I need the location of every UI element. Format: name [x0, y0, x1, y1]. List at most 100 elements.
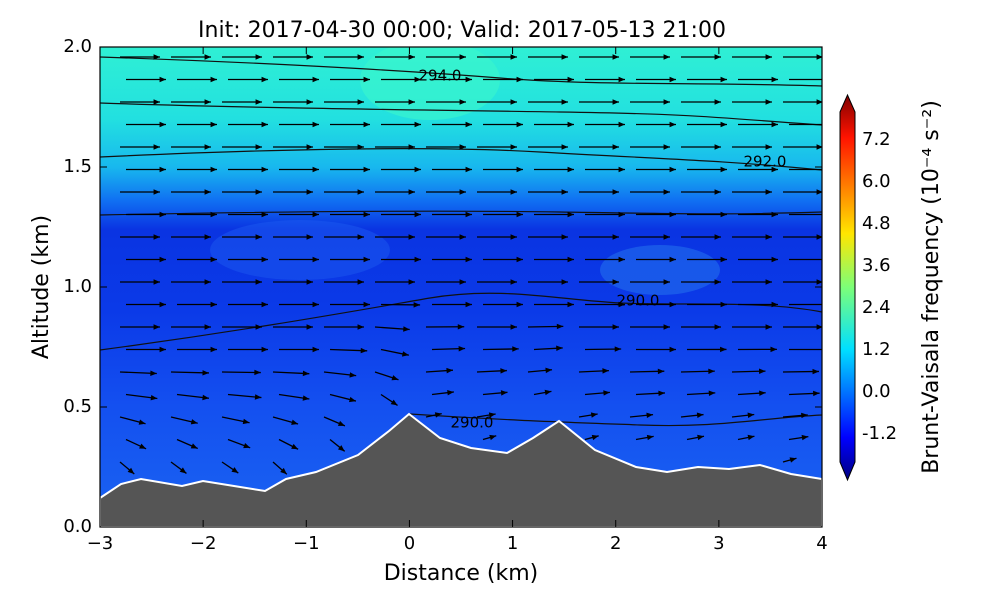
wind-arrow-head	[153, 279, 160, 285]
wind-arrow-head	[457, 324, 465, 330]
wind-arrow-head	[618, 166, 625, 173]
wind-arrow-head	[255, 189, 262, 195]
wind-arrow-head	[302, 370, 310, 377]
wind-arrow-head	[618, 76, 625, 83]
wind-arrow-head	[312, 166, 319, 173]
wind-arrow-head	[446, 367, 453, 374]
wind-arrow-head	[720, 256, 727, 263]
wind-arrow-head	[567, 301, 574, 308]
wind-arrow-head	[254, 369, 261, 376]
wind-arrow-head	[291, 443, 299, 450]
wind-arrow-head	[720, 346, 727, 353]
wind-arrow-head	[363, 166, 370, 173]
wind-arrow-head	[561, 99, 568, 105]
wind-arrow-head	[408, 279, 415, 285]
wind-arrow-head	[747, 412, 755, 418]
wind-arrow-head	[357, 99, 364, 105]
wind-arrow-head	[357, 279, 364, 285]
x-tick-label: −3	[87, 533, 114, 554]
wind-arrow-head	[765, 324, 772, 330]
wind-arrow-head	[465, 256, 472, 263]
wind-arrow-head	[516, 76, 523, 83]
y-tick-label: 1.0	[63, 276, 92, 297]
wind-arrow-head	[823, 167, 829, 172]
wind-arrow-head	[465, 166, 472, 173]
colorbar-tick-label: -1.2	[862, 423, 897, 444]
wind-arrow-head	[823, 347, 829, 352]
wind-arrow-head	[306, 54, 313, 60]
wind-arrow-head	[363, 301, 370, 308]
wind-arrow-head	[459, 189, 466, 195]
wind-arrow-head	[765, 234, 772, 240]
wind-arrow-head	[434, 412, 442, 418]
wind-arrow-head	[138, 419, 146, 425]
y-tick-label: 0.0	[63, 516, 92, 537]
wind-arrow	[221, 371, 261, 374]
wind-arrow-head	[816, 234, 822, 240]
x-tick-label: 4	[816, 533, 827, 554]
wind-arrow-head	[591, 434, 599, 441]
wind-arrow-head	[669, 256, 676, 263]
wind-arrow-head	[510, 144, 517, 150]
wind-arrow-head	[337, 445, 345, 452]
wind-arrow-head	[561, 144, 568, 150]
wind-arrow-head	[139, 443, 147, 449]
wind-arrow-head	[210, 166, 217, 173]
colorbar-tick-label: 6.0	[862, 171, 891, 192]
wind-arrow-head	[567, 121, 574, 128]
wind-arrow-head	[602, 368, 609, 374]
terrain	[100, 412, 822, 527]
wind-arrow-head	[618, 211, 625, 218]
wind-arrow-head	[510, 279, 517, 285]
wind-arrow-head	[150, 370, 157, 376]
wind-arrow-head	[669, 121, 676, 128]
wind-arrow-head	[202, 370, 209, 376]
field-patch	[600, 245, 720, 295]
wind-arrow-head	[516, 211, 523, 218]
wind-arrow-head	[159, 76, 166, 83]
wind-arrow-head	[153, 54, 160, 60]
wind-arrow-head	[159, 166, 166, 173]
contour-label: 290.0	[617, 292, 660, 310]
wind-arrow-head	[646, 434, 654, 441]
wind-arrow-head	[612, 99, 619, 105]
wind-arrow-head	[708, 368, 715, 375]
wind-arrow-head	[813, 390, 820, 397]
wind-arrow-head	[210, 256, 217, 263]
wind-arrow-head	[816, 189, 822, 195]
wind-arrow-head	[801, 412, 808, 419]
colorbar-tick-label: 0.0	[862, 381, 891, 402]
wind-arrow-head	[720, 211, 727, 218]
wind-arrow-head	[349, 396, 356, 403]
contour-line	[100, 102, 822, 126]
wind-arrow-head	[765, 54, 772, 60]
wind-arrow-head	[765, 99, 772, 105]
wind-arrow-head	[243, 442, 251, 449]
wind-arrow-head	[545, 367, 553, 374]
wind-arrow-head	[489, 434, 497, 441]
wind-arrow-head	[242, 418, 250, 425]
wind-arrow-head	[801, 434, 809, 441]
contour-line	[100, 210, 822, 216]
x-tick-label: −1	[293, 533, 320, 554]
wind-arrow-head	[697, 434, 705, 441]
wind-arrow-head	[816, 144, 822, 150]
wind-arrow-head	[500, 368, 507, 374]
wind-arrow-head	[302, 395, 310, 401]
wind-arrow-head	[408, 99, 415, 105]
wind-arrow-head	[771, 166, 778, 173]
wind-arrow-head	[612, 279, 619, 285]
wind-arrow-head	[663, 54, 670, 60]
wind-arrow-head	[720, 76, 727, 83]
wind-arrow-head	[306, 99, 313, 105]
wind-arrow-head	[153, 99, 160, 105]
contour-line	[100, 56, 822, 87]
wind-arrow-head	[255, 99, 262, 105]
wind-arrow-head	[561, 54, 568, 60]
colorbar	[839, 93, 856, 482]
wind-arrow-head	[210, 301, 217, 308]
contour-line	[100, 148, 822, 171]
wind-arrow-head	[261, 346, 268, 353]
contour-label: 290.0	[451, 414, 494, 432]
